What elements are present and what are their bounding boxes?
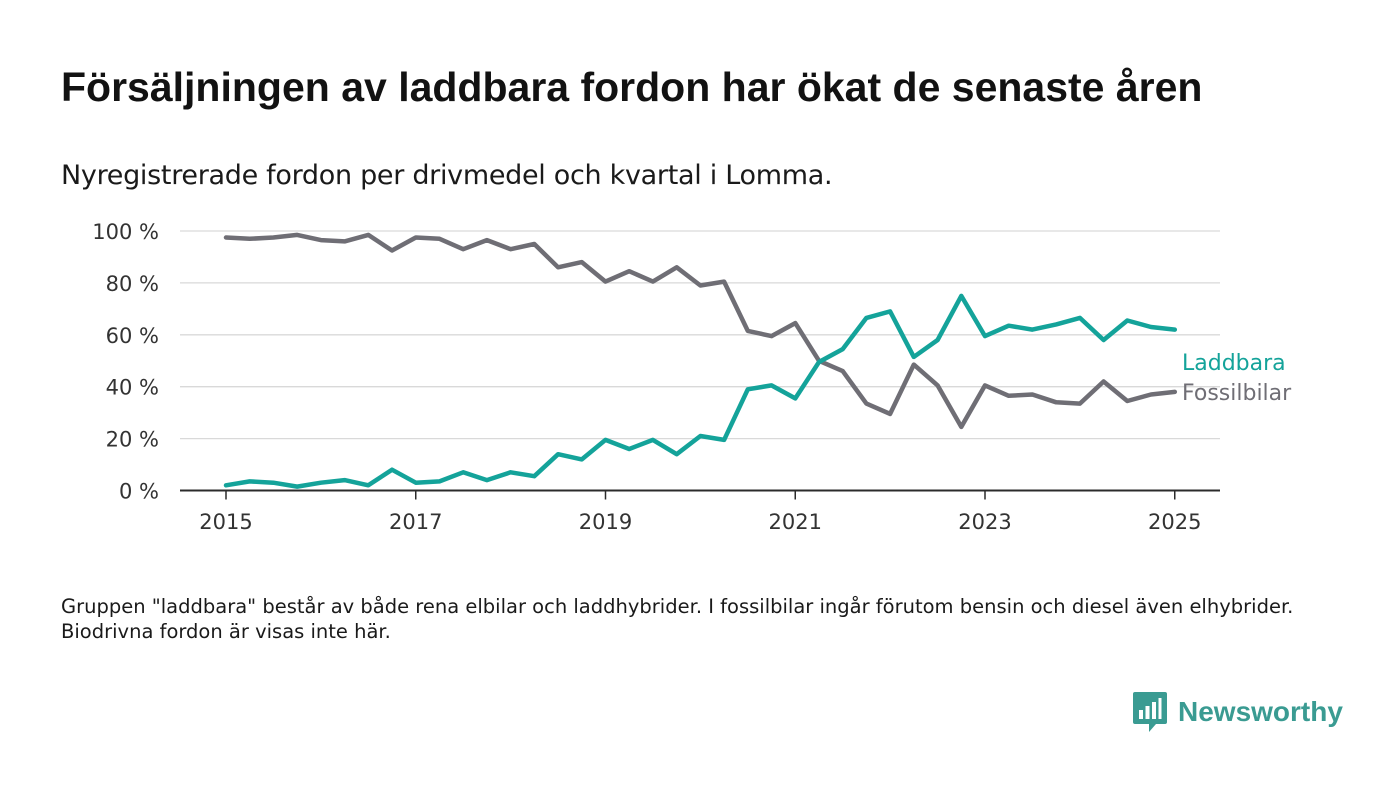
legend-label-fossilbilar: Fossilbilar [1182, 381, 1292, 406]
x-tick-label: 2017 [389, 510, 442, 534]
brand-logo[interactable]: Newsworthy [1132, 690, 1343, 734]
y-tick-label: 40 % [106, 376, 159, 400]
x-tick-label: 2015 [199, 510, 252, 534]
x-tick-label: 2025 [1148, 510, 1201, 534]
y-tick-label: 0 % [119, 480, 159, 504]
brand-name: Newsworthy [1178, 696, 1343, 727]
y-tick-label: 80 % [106, 272, 159, 296]
x-tick-label: 2023 [958, 510, 1011, 534]
series-line-fossilbilar [223, 232, 1178, 430]
legend: Laddbara Fossilbilar [1182, 351, 1292, 406]
page-title: Försäljningen av laddbara fordon har öka… [61, 64, 1203, 110]
y-tick-label: 20 % [106, 428, 159, 452]
legend-label-laddbara: Laddbara [1182, 351, 1286, 376]
x-tick-label: 2019 [579, 510, 632, 534]
chart-subtitle: Nyregistrerade fordon per drivmedel och … [61, 160, 833, 191]
x-axis: 2015 2017 2019 2021 2023 2025 [180, 489, 1220, 534]
y-tick-label: 100 % [92, 220, 159, 244]
series-line-laddbara [223, 293, 1178, 489]
y-axis-ticks: 0 % 20 % 40 % 60 % 80 % 100 % [92, 220, 159, 504]
footnote: Gruppen "laddbara" består av både rena e… [61, 595, 1294, 643]
y-tick-label: 60 % [106, 324, 159, 348]
line-chart: 0 % 20 % 40 % 60 % 80 % 100 % 2015 2017 2019 202… [92, 220, 1292, 534]
newsworthy-logo-icon [1133, 692, 1167, 732]
gridlines [180, 230, 1220, 440]
x-tick-label: 2021 [769, 510, 822, 534]
series-lines [223, 232, 1178, 489]
